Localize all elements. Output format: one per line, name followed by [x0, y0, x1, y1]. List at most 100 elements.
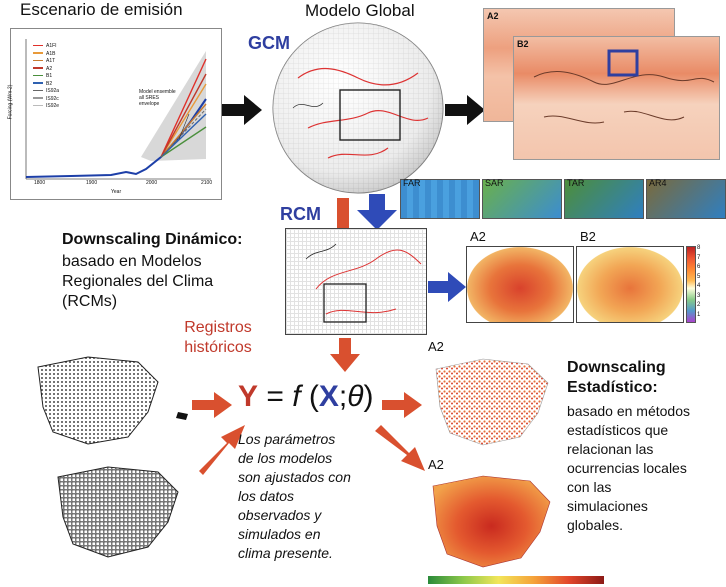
formula-eq: = — [266, 380, 293, 413]
legend-entry: A1T — [33, 58, 59, 66]
x-tick: 2100 — [201, 180, 213, 186]
scale-tick: 8 — [697, 245, 701, 251]
stat-desc-line: simulaciones — [567, 498, 648, 514]
registros-line: Registros — [184, 319, 252, 336]
tile-far: FAR — [400, 178, 480, 219]
legend-entry: IS92c — [33, 96, 59, 104]
rcm-map-b2 — [576, 246, 684, 323]
legend-swatch — [33, 97, 43, 99]
arrow-red-diag-up — [199, 425, 245, 475]
legend-swatch — [33, 67, 43, 69]
series-a1b — [160, 83, 207, 158]
stat-desc-line: basado en métodos — [567, 403, 690, 419]
zoom-box — [607, 49, 639, 77]
rcm-label: RCM — [280, 204, 321, 224]
series-is92a — [160, 108, 207, 158]
arrow-red-right-2 — [382, 392, 422, 418]
formula-theta: θ — [347, 380, 364, 413]
legend-entry: IS92e — [33, 103, 59, 111]
spain-stations-map — [28, 352, 188, 452]
scale-tick: 6 — [697, 264, 701, 270]
formula: Y = f (X;θ) — [238, 380, 374, 414]
stat-title: Downscaling Estadístico: — [567, 358, 666, 398]
stat-desc-line: con las — [567, 479, 612, 495]
emission-chart-svg — [25, 39, 211, 180]
x-tick: 2000 — [146, 180, 158, 186]
legend-swatch — [33, 59, 43, 62]
registros-line: históricos — [184, 339, 252, 356]
formula-y: Y — [238, 380, 259, 413]
legend-label: A1B — [46, 50, 56, 57]
x-axis-label: Year — [111, 189, 122, 195]
registros-label: Registros históricos — [163, 318, 273, 358]
params-line: son ajustados con — [238, 469, 351, 485]
formula-sep: ; — [338, 380, 348, 413]
legend-label: B2 — [46, 80, 53, 87]
params-line: observados y — [238, 507, 322, 523]
color-scale-labels: 8 7 6 5 4 3 2 1 — [697, 244, 700, 320]
legend-entry: IS92a — [33, 88, 59, 96]
chart-annotation: Model ensemble all SRES envelope — [139, 89, 176, 107]
rcm-map-label-b2: B2 — [580, 229, 596, 244]
scale-tick: 3 — [697, 292, 701, 299]
legend-label: A1T — [46, 58, 56, 64]
params-line: clima presente. — [238, 545, 333, 561]
stat-desc: basado en métodos estadísticos que relac… — [567, 402, 690, 535]
rcm-map-label-a2: A2 — [470, 229, 486, 244]
stat-title-line: Estadístico: — [567, 379, 658, 396]
y-axis-label: Forcing (Wm-2) — [7, 84, 14, 120]
x-tick: 1900 — [86, 180, 98, 186]
resolution-tiles: FAR SAR TAR AR4 — [400, 173, 726, 223]
legend-label: IS92e — [46, 103, 60, 109]
dynamic-desc: basado en Modelos Regionales del Clima (… — [62, 252, 213, 312]
stat-map-grid — [425, 472, 560, 572]
series-b2 — [160, 113, 207, 158]
stat-map-stations — [428, 355, 558, 450]
formula-x: X — [318, 380, 339, 413]
stat-desc-line: relacionan las — [567, 441, 654, 457]
arrow-red-down-1 — [337, 198, 349, 230]
tile-label: FAR — [403, 178, 421, 188]
rcm-map-a2 — [466, 246, 574, 323]
scale-tick: 1 — [697, 311, 701, 318]
legend-entry: A1FI — [33, 43, 59, 51]
stat-title-line: Downscaling — [567, 359, 666, 376]
series-a2 — [160, 73, 207, 158]
scale-tick: 5 — [697, 273, 701, 280]
legend-swatch — [33, 89, 43, 92]
stat-desc-line: ocurrencias locales — [567, 460, 687, 476]
legend-label: B1 — [46, 73, 53, 79]
dynamic-desc-line: (RCMs) — [62, 293, 118, 310]
legend-label: A2 — [46, 65, 53, 72]
x-tick: 1800 — [34, 180, 46, 186]
arrow-blue-right — [428, 272, 466, 302]
legend-swatch — [33, 44, 43, 47]
emission-title: Escenario de emisión — [20, 0, 183, 19]
params-line: simulados en — [238, 526, 321, 542]
map-label-b2: B2 — [517, 39, 529, 49]
legend-swatch — [33, 104, 43, 107]
formula-f: f — [292, 380, 301, 413]
tile-sar: SAR — [482, 178, 562, 219]
legend-swatch — [33, 52, 43, 54]
emission-chart: Model ensemble all SRES envelope A1FI A1B… — [7, 28, 222, 200]
dynamic-desc-line: Regionales del Clima — [62, 273, 214, 290]
map-label-a2: A2 — [487, 11, 499, 21]
params-line: de los modelos — [238, 450, 333, 466]
scale-tick: 4 — [697, 283, 701, 289]
stat-desc-line: estadísticos que — [567, 422, 669, 438]
region-box — [339, 89, 401, 141]
global-title: Modelo Global — [305, 1, 415, 20]
series-a1t — [160, 103, 207, 158]
series-a1fi — [160, 58, 207, 158]
legend-swatch — [33, 74, 43, 77]
spain-grid-map — [48, 462, 198, 562]
series-b1 — [160, 126, 207, 158]
scale-tick: 7 — [697, 254, 701, 261]
legend-entry: A2 — [33, 66, 59, 74]
legend-entry: B2 — [33, 81, 59, 89]
stat-map-label-2: A2 — [428, 457, 444, 472]
tile-label: AR4 — [649, 178, 667, 188]
arrow-black-1 — [222, 95, 262, 125]
scale-tick: 2 — [697, 302, 701, 308]
